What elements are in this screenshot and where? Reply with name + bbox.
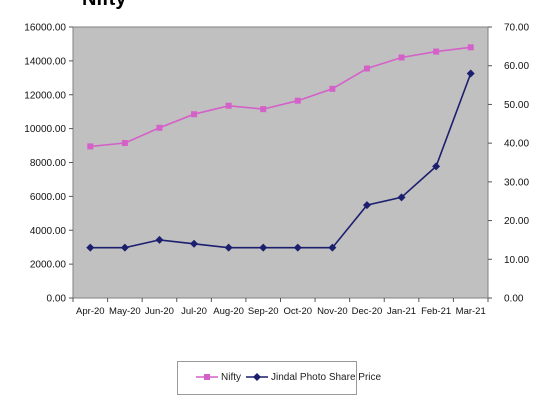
x-tick-label: Jun-20 bbox=[145, 306, 174, 317]
left-tick-label: 16000.00 bbox=[24, 23, 66, 34]
left-tick-label: 4000.00 bbox=[30, 226, 67, 237]
right-tick-label: 0.00 bbox=[504, 294, 524, 305]
x-tick-label: Oct-20 bbox=[284, 306, 313, 317]
x-tick-label: Mar-21 bbox=[456, 306, 486, 317]
data-point-jindal bbox=[293, 243, 302, 252]
legend-label-jindal: Jindal Photo Share Price bbox=[271, 372, 382, 383]
right-tick-label: 20.00 bbox=[504, 216, 529, 227]
left-tick-label: 2000.00 bbox=[30, 260, 67, 271]
series-line-jindal bbox=[90, 73, 472, 249]
data-point-nifty bbox=[156, 124, 163, 131]
data-point-jindal bbox=[328, 243, 337, 252]
x-axis-ticks: Apr-20 May-20 Jun-20 Jul-20 Aug-20 Sep-20 Oct-… bbox=[72, 298, 489, 317]
data-point-nifty bbox=[467, 44, 474, 51]
right-tick-label: 70.00 bbox=[504, 23, 529, 34]
x-tick-label: Sep-20 bbox=[248, 306, 279, 317]
x-tick-label: Feb-21 bbox=[421, 306, 451, 317]
legend: Nifty Jindal Photo Share Price bbox=[177, 361, 381, 395]
left-tick-label: 10000.00 bbox=[24, 124, 66, 135]
x-tick-label: Jan-21 bbox=[387, 306, 416, 317]
x-tick-label: Aug-20 bbox=[213, 306, 244, 317]
left-tick-label: 12000.00 bbox=[24, 90, 66, 101]
data-point-nifty bbox=[294, 97, 301, 104]
left-tick-label: 8000.00 bbox=[30, 158, 67, 169]
right-tick-label: 30.00 bbox=[504, 177, 529, 188]
legend-square-marker-icon bbox=[196, 374, 218, 381]
data-point-nifty bbox=[433, 48, 440, 55]
right-tick-label: 10.00 bbox=[504, 255, 529, 266]
series-line-nifty bbox=[90, 46, 471, 148]
legend-item-jindal: Jindal Photo Share Price bbox=[246, 372, 381, 383]
left-tick-label: 0.00 bbox=[47, 294, 67, 305]
left-axis-ticks: 0.00 2000.00 4000.00 6000.00 8000.00 10000.00… bbox=[24, 23, 73, 305]
series-layer bbox=[86, 44, 475, 252]
x-tick-label: Nov-20 bbox=[317, 306, 348, 317]
data-point-jindal bbox=[259, 243, 268, 252]
data-point-nifty bbox=[87, 143, 94, 150]
data-point-jindal bbox=[432, 162, 441, 171]
right-tick-label: 50.00 bbox=[504, 100, 529, 111]
x-tick-label: May-20 bbox=[109, 306, 141, 317]
left-tick-label: 14000.00 bbox=[24, 56, 66, 67]
data-point-nifty bbox=[121, 140, 128, 147]
x-tick-label: Dec-20 bbox=[352, 306, 383, 317]
data-point-jindal bbox=[190, 239, 199, 248]
data-point-jindal bbox=[466, 69, 475, 78]
data-point-jindal bbox=[155, 235, 164, 244]
data-point-nifty bbox=[363, 65, 370, 72]
data-point-jindal bbox=[224, 243, 233, 252]
data-point-nifty bbox=[191, 111, 198, 118]
left-tick-label: 6000.00 bbox=[30, 192, 67, 203]
plot-area bbox=[72, 26, 489, 299]
data-point-jindal bbox=[397, 193, 406, 202]
data-point-nifty bbox=[225, 102, 232, 109]
chart-heading: Nifty bbox=[82, 0, 126, 11]
right-tick-label: 60.00 bbox=[504, 61, 529, 72]
right-tick-label: 40.00 bbox=[504, 139, 529, 150]
data-point-nifty bbox=[398, 54, 405, 61]
legend-item-nifty: Nifty bbox=[196, 372, 241, 383]
data-point-nifty bbox=[329, 85, 336, 92]
data-point-jindal bbox=[362, 201, 371, 210]
data-point-nifty bbox=[260, 106, 267, 113]
data-point-jindal bbox=[86, 243, 95, 252]
x-tick-label: Apr-20 bbox=[76, 306, 105, 317]
legend-label-nifty: Nifty bbox=[221, 372, 241, 383]
right-axis-ticks: 0.00 10.00 20.00 30.00 40.00 50.00 60.00 70.00 bbox=[488, 23, 529, 305]
x-tick-label: Jul-20 bbox=[181, 306, 207, 317]
legend-diamond-marker-icon bbox=[246, 373, 268, 382]
data-point-jindal bbox=[120, 243, 129, 252]
